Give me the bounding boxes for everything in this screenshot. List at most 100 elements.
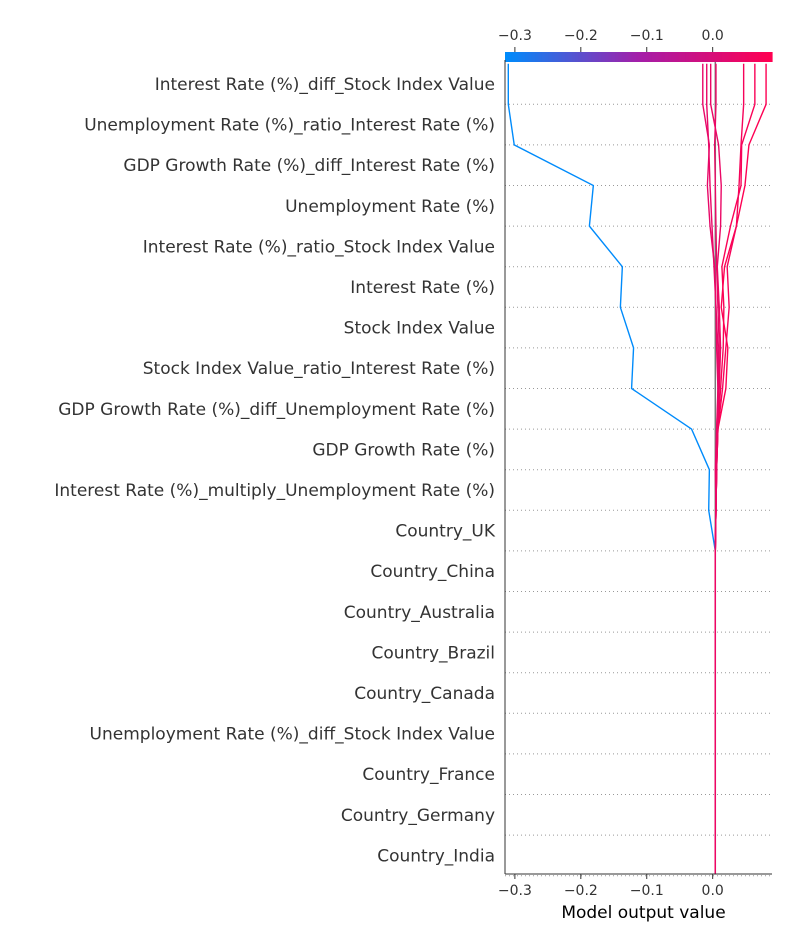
colorbar-segment	[678, 52, 683, 62]
colorbar-segment	[598, 52, 603, 62]
colorbar-segment	[705, 52, 710, 62]
colorbar-segment	[698, 52, 703, 62]
colorbar-segment	[515, 52, 519, 62]
colorbar-segment	[531, 52, 536, 62]
colorbar	[505, 52, 773, 62]
feature-labels: Interest Rate (%)_diff_Stock Index Value…	[54, 75, 495, 866]
colorbar-segment	[748, 52, 753, 62]
colorbar-segment	[541, 52, 546, 62]
decision-line	[507, 63, 716, 874]
colorbar-segment	[765, 52, 770, 62]
decision-lines	[507, 63, 767, 874]
colorbar-segment	[671, 52, 676, 62]
colorbar-segment	[611, 52, 616, 62]
feature-label: GDP Growth Rate (%)_diff_Unemployment Ra…	[58, 400, 495, 420]
colorbar-segment	[735, 52, 740, 62]
x-axis-title: Model output value	[561, 903, 725, 923]
feature-label: Unemployment Rate (%)_ratio_Interest Rat…	[84, 116, 495, 136]
colorbar-segment	[648, 52, 653, 62]
bottom-tick-label: −0.2	[564, 883, 598, 899]
feature-gridlines	[505, 60, 772, 877]
feature-label: Country_Brazil	[372, 643, 495, 663]
feature-label: Country_France	[362, 765, 495, 785]
feature-label: Interest Rate (%)_diff_Stock Index Value	[155, 75, 495, 95]
colorbar-segment	[675, 52, 680, 62]
colorbar-segment	[571, 52, 576, 62]
colorbar-segment	[535, 52, 539, 62]
feature-label: Country_Germany	[341, 806, 495, 826]
colorbar-segment	[585, 52, 590, 62]
colorbar-segment	[695, 52, 700, 62]
colorbar-segment	[605, 52, 610, 62]
colorbar-segment	[701, 52, 706, 62]
colorbar-segment	[711, 52, 716, 62]
colorbar-segment	[505, 52, 509, 62]
colorbar-segment	[615, 52, 620, 62]
feature-label: Unemployment Rate (%)	[285, 197, 495, 217]
colorbar-segment	[625, 52, 630, 62]
colorbar-segment	[721, 52, 726, 62]
colorbar-segment	[601, 52, 606, 62]
colorbar-segment	[691, 52, 696, 62]
colorbar-segment	[718, 52, 723, 62]
colorbar-segment	[608, 52, 613, 62]
colorbar-segment	[591, 52, 596, 62]
feature-label: Interest Rate (%)_ratio_Stock Index Valu…	[143, 237, 495, 257]
colorbar-segment	[768, 52, 773, 62]
feature-label: Stock Index Value_ratio_Interest Rate (%…	[143, 359, 495, 379]
colorbar-segment	[575, 52, 580, 62]
feature-label: Stock Index Value	[344, 319, 495, 339]
colorbar-segment	[658, 52, 663, 62]
colorbar-segment	[521, 52, 526, 62]
feature-label: Interest Rate (%)_multiply_Unemployment …	[54, 481, 495, 501]
colorbar-segment	[581, 52, 586, 62]
colorbar-segment	[568, 52, 573, 62]
colorbar-segment	[681, 52, 686, 62]
colorbar-segment	[708, 52, 713, 62]
colorbar-segment	[595, 52, 600, 62]
colorbar-segment	[578, 52, 583, 62]
colorbar-segment	[548, 52, 553, 62]
bottom-tick-label: −0.1	[630, 883, 664, 899]
colorbar-segment	[561, 52, 566, 62]
colorbar-segment	[751, 52, 756, 62]
x-axis: −0.3 −0.3 −0.2 −0.2 −0.1 −0.1 0.0 0.0	[498, 28, 772, 899]
colorbar-segment	[641, 52, 646, 62]
top-tick-label: −0.1	[630, 28, 664, 44]
colorbar-segment	[628, 52, 633, 62]
colorbar-segment	[558, 52, 563, 62]
colorbar-segment	[508, 52, 513, 62]
colorbar-segment	[755, 52, 760, 62]
colorbar-segment	[725, 52, 730, 62]
feature-label: GDP Growth Rate (%)	[312, 440, 495, 460]
colorbar-segment	[538, 52, 543, 62]
colorbar-segment	[741, 52, 746, 62]
colorbar-segment	[555, 52, 559, 62]
colorbar-segment	[588, 52, 593, 62]
colorbar-segment	[728, 52, 733, 62]
colorbar-segment	[668, 52, 673, 62]
colorbar-segment	[651, 52, 656, 62]
colorbar-segment	[645, 52, 650, 62]
colorbar-segment	[545, 52, 549, 62]
colorbar-segment	[618, 52, 623, 62]
colorbar-segment	[565, 52, 570, 62]
feature-label: GDP Growth Rate (%)_diff_Interest Rate (…	[123, 156, 495, 176]
bottom-tick-label: 0.0	[702, 883, 724, 899]
colorbar-segment	[665, 52, 670, 62]
bottom-tick-label: −0.3	[498, 883, 532, 899]
colorbar-segment	[518, 52, 523, 62]
colorbar-segment	[635, 52, 640, 62]
colorbar-segment	[745, 52, 750, 62]
feature-label: Unemployment Rate (%)_diff_Stock Index V…	[90, 725, 495, 745]
decision-line	[713, 63, 720, 874]
feature-label: Interest Rate (%)	[350, 278, 495, 298]
colorbar-segment	[761, 52, 766, 62]
feature-label: Country_Canada	[354, 684, 495, 704]
colorbar-segment	[655, 52, 660, 62]
colorbar-segment	[638, 52, 643, 62]
colorbar-segment	[528, 52, 533, 62]
colorbar-segment	[685, 52, 690, 62]
colorbar-segment	[738, 52, 743, 62]
